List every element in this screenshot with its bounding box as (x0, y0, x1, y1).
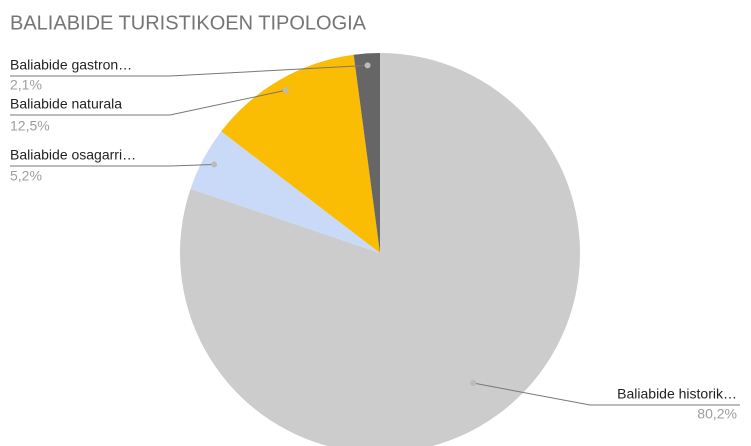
pie-slice (190, 131, 380, 253)
leader-line (473, 382, 740, 406)
leader-dot (470, 380, 477, 387)
pie-slice (353, 53, 380, 253)
slice-value: 80,2% (697, 406, 737, 422)
slice-label: Baliabide historik… (617, 386, 737, 402)
slice-label: Baliabide gastron… (10, 57, 132, 73)
pie-slice (221, 54, 380, 254)
leader-line (10, 89, 286, 116)
chart-title: BALIABIDE TURISTIKOEN TIPOLOGIA (10, 12, 367, 34)
slice-value: 5,2% (10, 168, 42, 184)
slice-value: 2,1% (10, 77, 42, 93)
leader-dot (211, 161, 218, 168)
leader-line (10, 164, 215, 167)
slice-label: Baliabide osagarri… (10, 147, 136, 163)
leader-dot (364, 62, 371, 69)
slice-value: 12,5% (10, 118, 50, 134)
leader-dot (282, 87, 289, 94)
slice-label: Baliabide naturala (10, 96, 122, 112)
pie-slice (180, 53, 580, 446)
leader-line (10, 64, 368, 77)
